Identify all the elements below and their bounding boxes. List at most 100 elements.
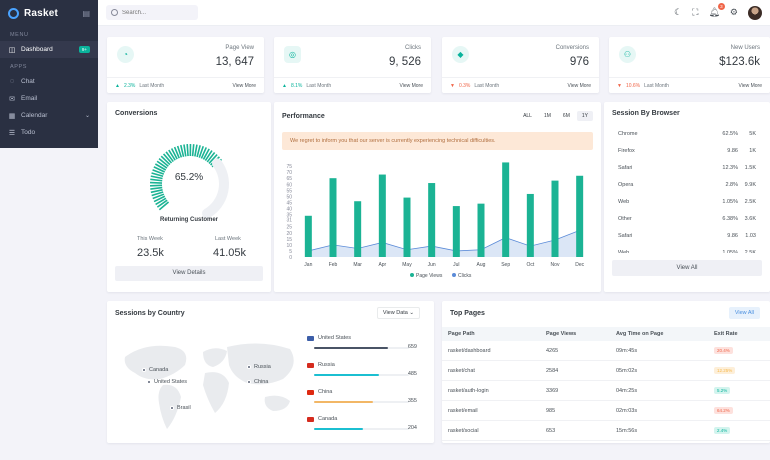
stat-value: 976 xyxy=(569,56,589,68)
search-input[interactable] xyxy=(122,9,192,16)
x-tick-label: Jun xyxy=(428,262,436,268)
page-path[interactable]: rasket/dashboard xyxy=(448,347,491,354)
tab-all[interactable]: ALL xyxy=(523,113,532,119)
gauge-segment xyxy=(153,166,166,173)
view-data-dropdown[interactable]: View Data ⌄ xyxy=(376,307,420,319)
browser-row: Firefox 9.86 1K xyxy=(618,142,756,159)
gear-icon[interactable]: ⚙ xyxy=(729,7,738,17)
stat-value: 9, 526 xyxy=(389,56,421,68)
country-name: China xyxy=(318,389,333,395)
gauge-segment xyxy=(150,189,163,194)
gauge-segment xyxy=(206,151,216,163)
bell-icon[interactable]: 🔔︎ 3 xyxy=(708,3,725,18)
country-bar xyxy=(314,347,409,349)
stat-card-conversions: ◆ Conversions 976 ▼ 0.3% Last Month View… xyxy=(442,37,599,93)
y-tick-label: 10 xyxy=(286,243,292,249)
page-views-bar xyxy=(477,203,485,257)
sidebar-item-label: Todo xyxy=(21,129,36,136)
gauge-segment xyxy=(196,145,201,158)
map-label: China xyxy=(254,379,269,385)
page-path[interactable]: rasket/social xyxy=(448,427,479,434)
country-bar-fill xyxy=(314,428,364,430)
sidebar-item-label: Email xyxy=(21,95,38,102)
sidebar-item-label: Chat xyxy=(21,78,35,85)
view-more-link[interactable]: View More xyxy=(567,82,591,89)
y-tick-label: 50 xyxy=(286,194,292,200)
browser-sessions: 1K xyxy=(749,147,756,154)
sidebar-item-todo[interactable]: ☰ Todo xyxy=(0,124,98,141)
country-bar-fill xyxy=(314,347,389,349)
view-all-pages-button[interactable]: View All xyxy=(728,307,760,319)
exit-rate-badge: 2.4% xyxy=(714,426,731,434)
page-view-icon: ◔ xyxy=(117,46,134,63)
page-views-bar xyxy=(378,174,386,257)
gauge-segment xyxy=(168,149,176,161)
tab-1m[interactable]: 1M xyxy=(543,113,551,119)
gauge-segment xyxy=(200,147,208,159)
x-tick-label: Jan xyxy=(304,262,312,268)
browser-share: 1.05% xyxy=(722,249,738,254)
gauge-segment xyxy=(186,144,189,157)
avatar[interactable] xyxy=(748,5,762,20)
view-all-browsers-button[interactable]: View All xyxy=(612,260,762,276)
browser-sessions: 3.6K xyxy=(744,215,756,222)
sidebar-item-email[interactable]: ✉ Email xyxy=(0,90,98,107)
dark-mode-icon[interactable]: ☾ xyxy=(674,7,683,17)
sidebar-item-chat[interactable]: ◌ Chat xyxy=(0,73,98,90)
view-more-link[interactable]: View More xyxy=(232,82,256,89)
brand[interactable]: Rasket ▤ xyxy=(0,0,98,26)
view-more-link[interactable]: View More xyxy=(399,82,423,89)
dashboard-badge: 9+ xyxy=(78,46,90,53)
country-bar-fill xyxy=(314,401,373,403)
x-tick-label: Oct xyxy=(526,262,534,268)
browser-table: Chrome 62.5% 5K Firefox 9.86 1K Safari 12.3% 1.5… xyxy=(604,125,770,254)
gauge-segment xyxy=(152,193,165,200)
table-row: rasket/social 653 15m:56s 2.4% xyxy=(442,421,770,441)
view-more-link[interactable]: View More xyxy=(738,82,762,89)
card-title: Session By Browser xyxy=(612,110,680,117)
chevron-down-icon: ⌄ xyxy=(84,113,90,119)
clicks-icon: ◎ xyxy=(284,46,301,63)
view-details-button[interactable]: View Details xyxy=(115,266,263,281)
gauge-segment xyxy=(150,178,163,182)
page-views-bar xyxy=(526,193,534,257)
browser-share: 9.86 xyxy=(727,147,738,154)
map-marker-china[interactable] xyxy=(247,380,251,384)
north-america-shape xyxy=(124,345,187,380)
page-path[interactable]: rasket/chat xyxy=(448,367,475,374)
browser-share: 9.86 xyxy=(727,232,738,239)
stat-change: 10.6% xyxy=(625,82,641,89)
sidebar-item-dashboard[interactable]: ◫ Dashboard 9+ xyxy=(0,41,98,58)
server-alert: We regret to inform you that our server … xyxy=(282,132,593,150)
stat-label: Conversions xyxy=(555,45,589,51)
page-views: 985 xyxy=(546,407,556,414)
search-box[interactable] xyxy=(106,5,198,20)
sidebar-item-label: Dashboard xyxy=(21,46,53,53)
map-label: United States xyxy=(154,379,188,385)
tab-1y[interactable]: 1Y xyxy=(576,111,593,121)
map-marker-brasil[interactable] xyxy=(170,406,174,410)
map-marker-united-states[interactable] xyxy=(147,380,151,384)
card-title: Performance xyxy=(282,113,325,120)
x-tick-label: May xyxy=(402,262,412,268)
page-views-bar xyxy=(551,180,559,257)
country-card: Sessions by Country View Data ⌄ Canada U… xyxy=(107,301,434,443)
gauge-segment xyxy=(179,144,185,157)
rasket-logo-icon xyxy=(8,7,19,19)
this-week-label: This Week xyxy=(137,236,163,242)
sidebar-toggle-icon[interactable]: ▤ xyxy=(82,8,90,18)
browser-name: Safari xyxy=(618,232,633,239)
fullscreen-icon[interactable]: ⛶ xyxy=(692,7,699,17)
chevron-down-icon: ⌄ xyxy=(409,310,414,316)
tab-6m[interactable]: 6M xyxy=(562,113,570,119)
sidebar-item-calendar[interactable]: ▦ Calendar ⌄ xyxy=(0,107,98,124)
y-tick-label: 45 xyxy=(286,200,292,206)
exit-rate-badge: 12.25% xyxy=(714,366,736,374)
table-row: rasket/auth-login 3369 04m:25s 5.2% xyxy=(442,381,770,401)
page-path[interactable]: rasket/email xyxy=(448,407,478,414)
map-marker-canada[interactable] xyxy=(142,368,146,372)
x-tick-label: Feb xyxy=(329,262,338,268)
map-marker-russia[interactable] xyxy=(247,365,251,369)
y-tick-label: 70 xyxy=(286,170,292,176)
page-path[interactable]: rasket/auth-login xyxy=(448,387,489,394)
